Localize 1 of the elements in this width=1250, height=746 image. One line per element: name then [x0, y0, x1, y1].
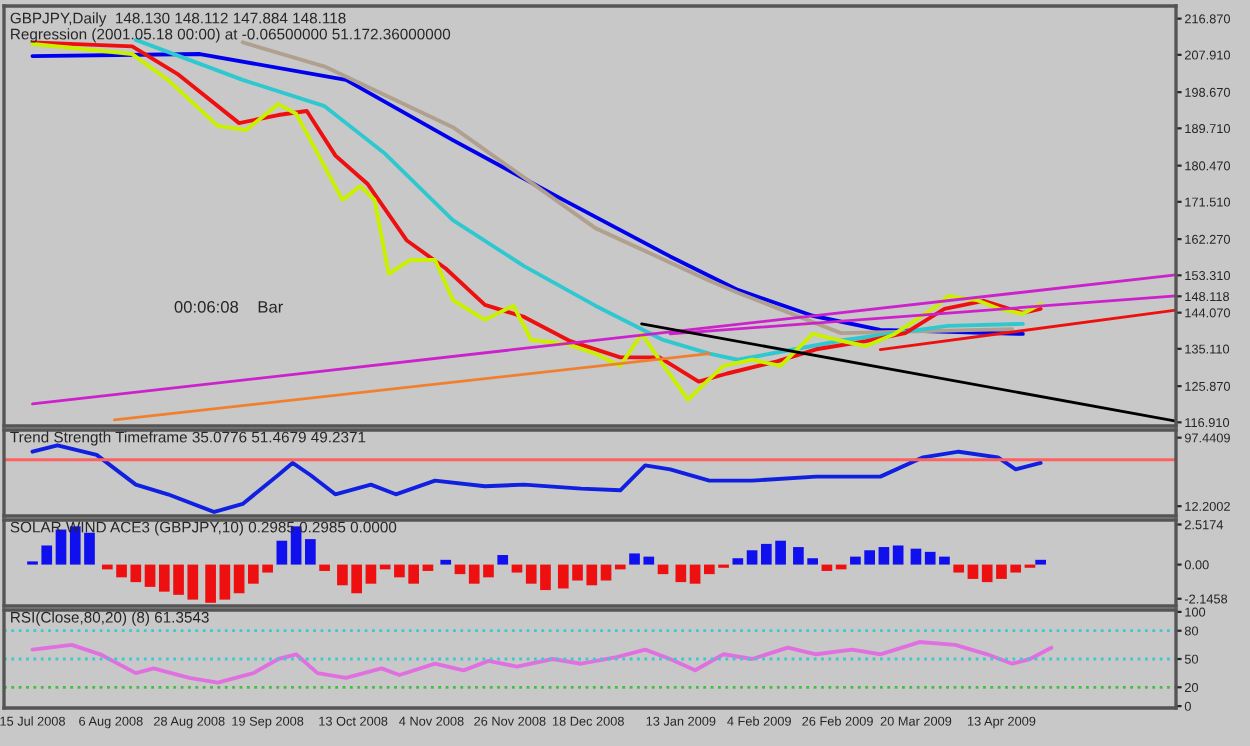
annotation: 00:06:08 Bar: [174, 300, 283, 313]
